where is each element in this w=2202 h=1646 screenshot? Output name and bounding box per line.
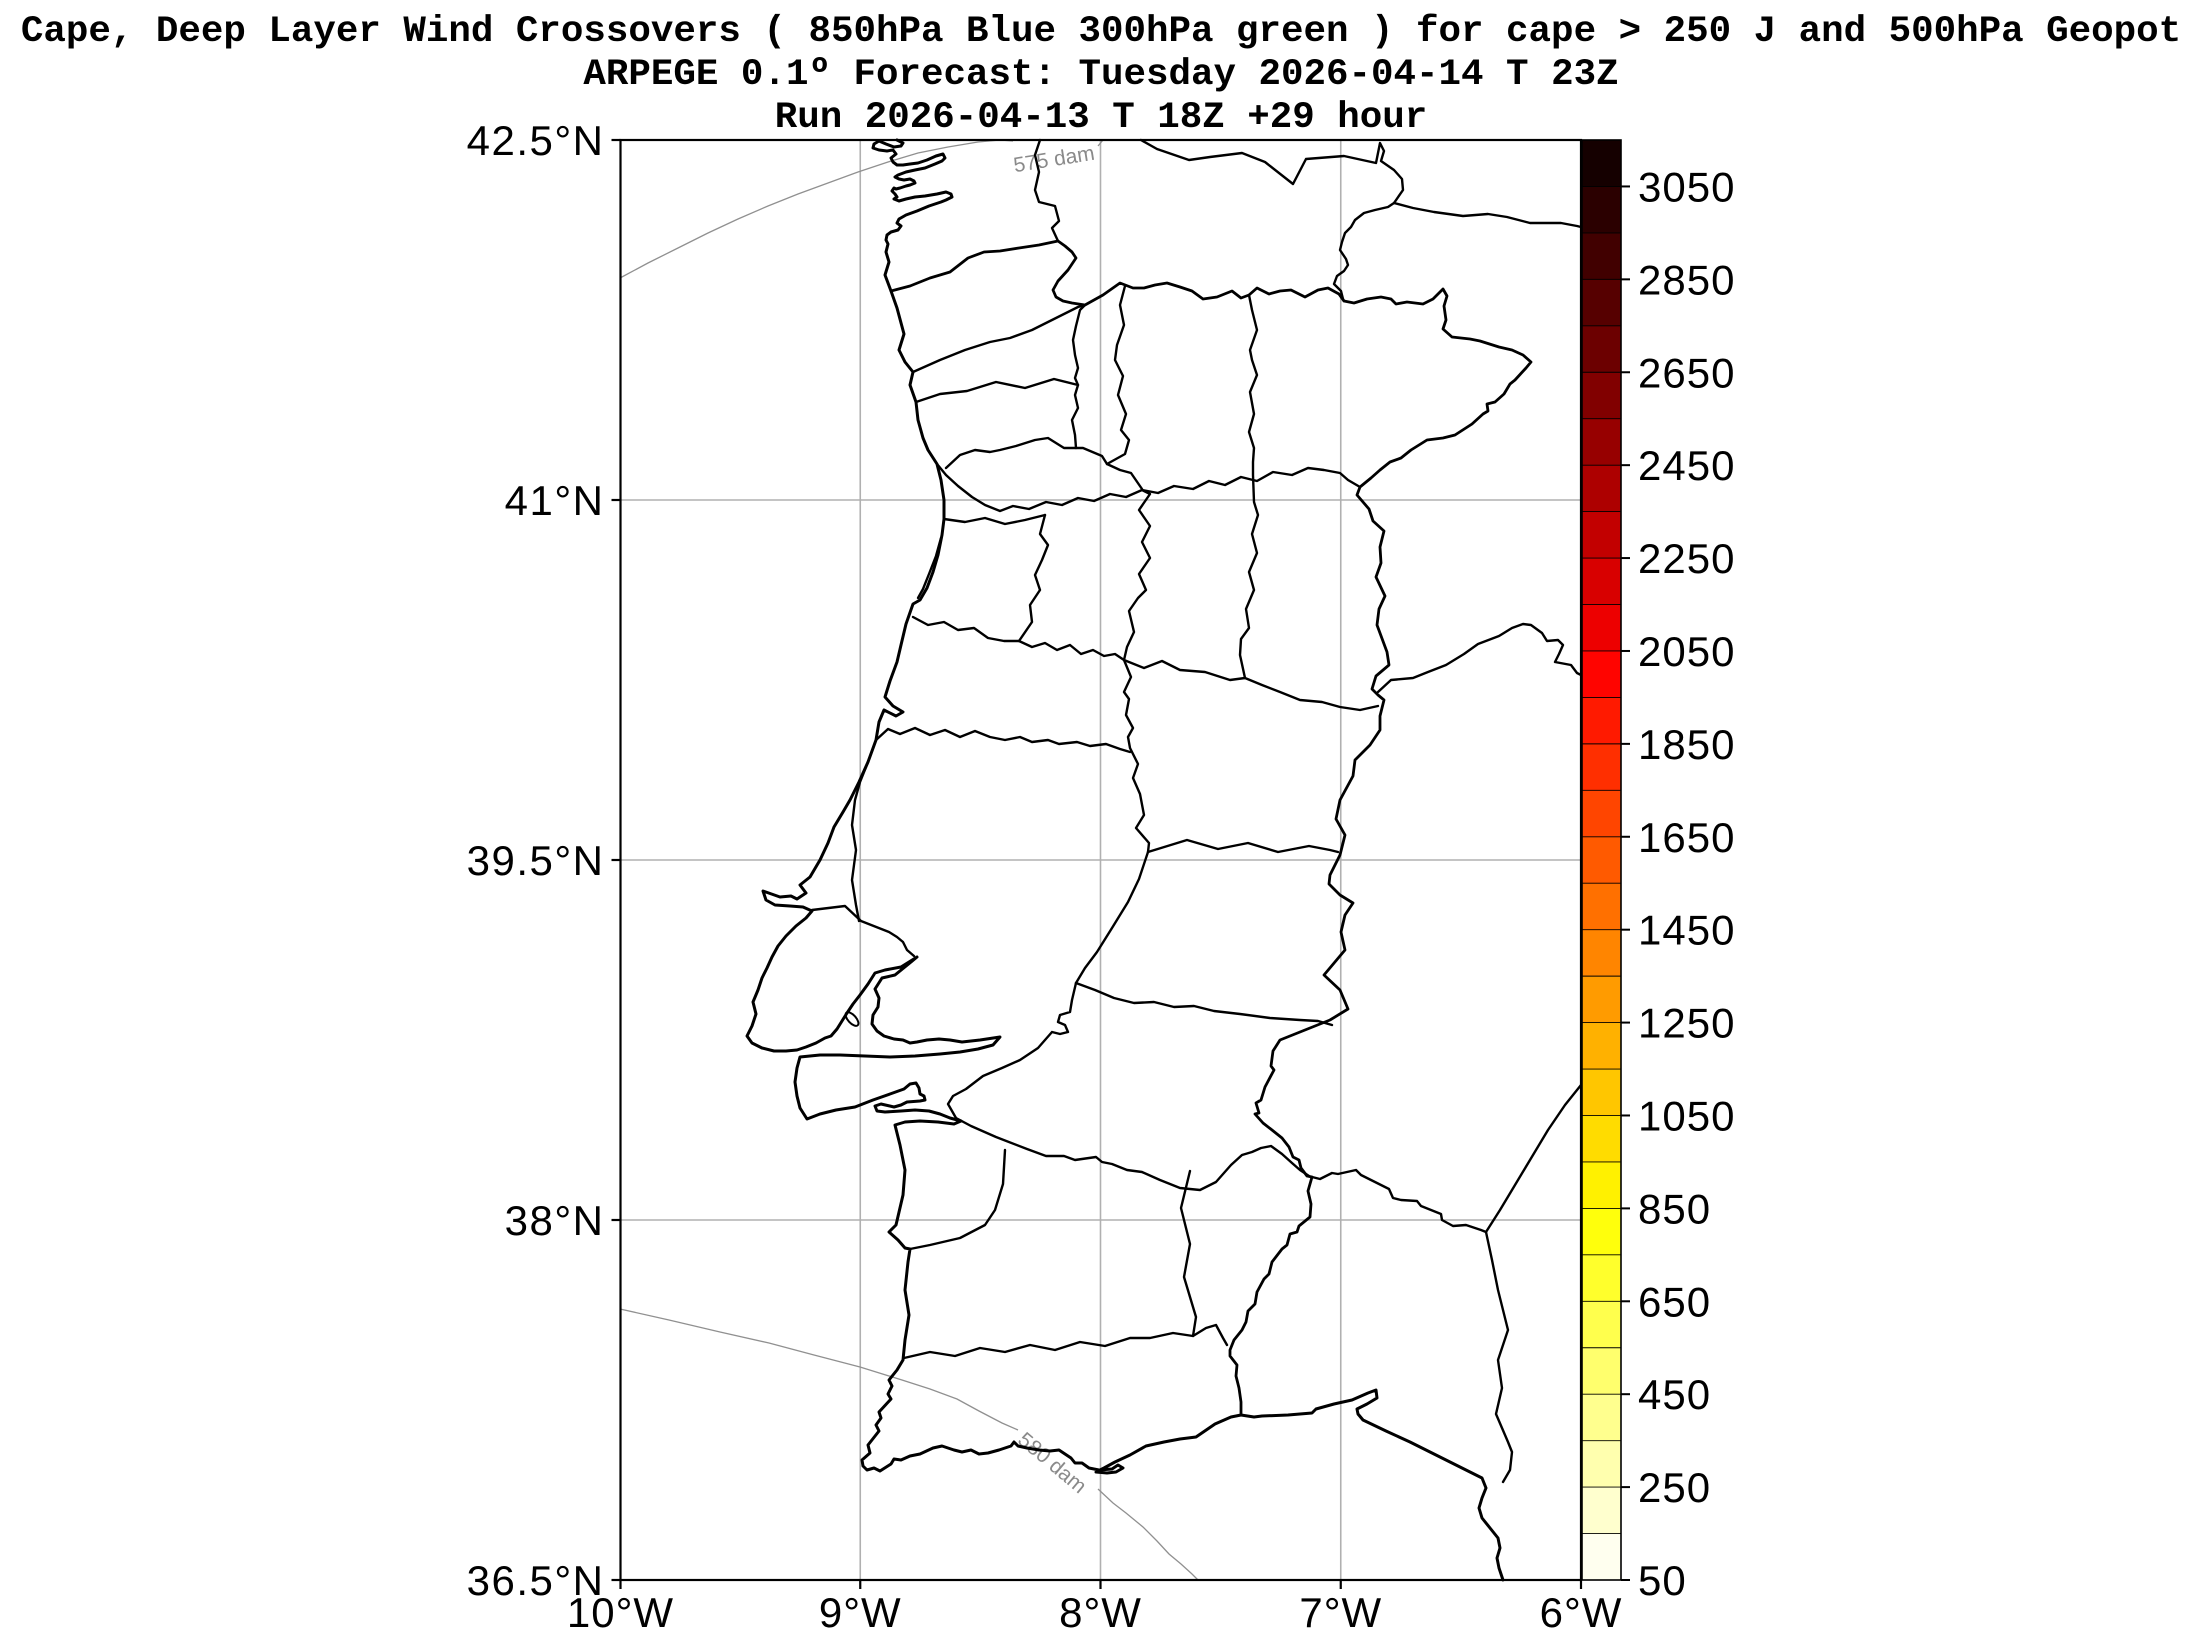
svg-text:2850: 2850 (1638, 256, 1735, 303)
svg-text:9°W: 9°W (819, 1589, 902, 1636)
svg-text:1050: 1050 (1638, 1092, 1735, 1139)
svg-text:850: 850 (1638, 1185, 1711, 1232)
svg-text:50: 50 (1638, 1557, 1687, 1604)
svg-text:38°N: 38°N (505, 1197, 605, 1244)
svg-text:8°W: 8°W (1059, 1589, 1142, 1636)
svg-text:3050: 3050 (1638, 163, 1735, 210)
svg-text:1850: 1850 (1638, 721, 1735, 768)
svg-text:1250: 1250 (1638, 1000, 1735, 1047)
svg-text:36.5°N: 36.5°N (467, 1557, 605, 1604)
svg-text:2650: 2650 (1638, 349, 1735, 396)
svg-text:2450: 2450 (1638, 442, 1735, 489)
svg-text:10°W: 10°W (567, 1589, 674, 1636)
svg-text:39.5°N: 39.5°N (467, 837, 605, 884)
svg-text:250: 250 (1638, 1464, 1711, 1511)
svg-text:450: 450 (1638, 1371, 1711, 1418)
svg-text:2050: 2050 (1638, 628, 1735, 675)
svg-text:7°W: 7°W (1299, 1589, 1382, 1636)
svg-text:42.5°N: 42.5°N (467, 117, 605, 164)
svg-text:41°N: 41°N (505, 477, 605, 524)
svg-text:1450: 1450 (1638, 907, 1735, 954)
svg-text:6°W: 6°W (1540, 1589, 1623, 1636)
svg-text:2250: 2250 (1638, 535, 1735, 582)
svg-text:650: 650 (1638, 1278, 1711, 1325)
svg-text:1650: 1650 (1638, 814, 1735, 861)
